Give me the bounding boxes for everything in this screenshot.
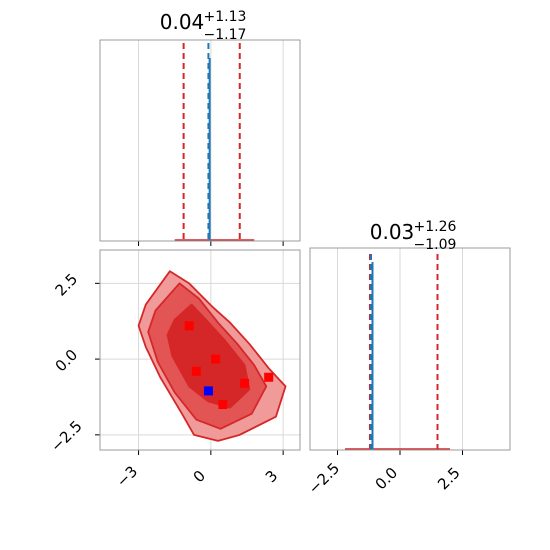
right-title-value: 0.03	[370, 220, 415, 244]
y-tick-label: 2.5	[52, 270, 82, 300]
right-panel-frame	[309, 247, 511, 451]
top-panel-frame	[99, 39, 301, 242]
top-title-value: 0.04	[160, 10, 205, 34]
y-tick-label: −2.5	[47, 417, 85, 455]
sample-marker	[218, 400, 228, 410]
right-x-tick-label: −2.5	[305, 459, 343, 497]
top-title-upper: +1.13	[204, 9, 247, 25]
sample-marker	[240, 378, 250, 388]
right-x-tick-label: 0.0	[372, 464, 402, 494]
panel-titles: 0.04 +1.13 −1.17 0.03 +1.26 −1.09	[160, 9, 457, 253]
x-tick-label: 3	[262, 467, 281, 486]
sample-marker	[184, 321, 194, 331]
contour-inner	[166, 303, 251, 409]
marginal-y-panel: −2.5 0.0 2.5	[305, 247, 511, 498]
x-tick-label: 0	[190, 467, 209, 486]
right-title-lower: −1.09	[414, 237, 457, 253]
sample-marker	[211, 354, 221, 364]
joint-panel-frame	[99, 249, 301, 451]
right-title-upper: +1.26	[414, 219, 457, 235]
joint-density-panel: −3 0 3 −2.5 0.0 2.5	[47, 249, 301, 491]
x-tick-label: −3	[113, 462, 141, 490]
marginal-x-panel	[99, 39, 301, 246]
right-x-tick-label: 2.5	[434, 464, 464, 494]
sample-marker	[264, 372, 274, 382]
truth-marker	[203, 386, 213, 396]
sample-marker	[191, 366, 201, 376]
top-title-lower: −1.17	[204, 27, 247, 43]
y-tick-label: 0.0	[52, 346, 82, 376]
